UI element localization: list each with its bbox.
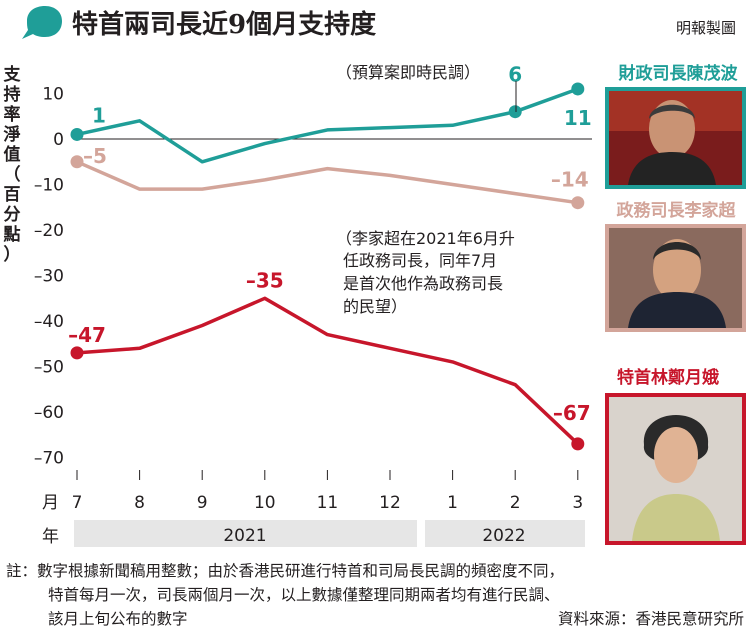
source-label: 資料來源：香港民意研究所	[558, 609, 744, 628]
series-line	[76, 296, 580, 446]
credit-label: 明報製圖	[676, 19, 736, 37]
x-tick-label: 11	[317, 493, 339, 513]
data-label: –14	[551, 168, 589, 192]
data-label: 11	[564, 106, 592, 130]
data-point	[571, 437, 585, 451]
photo-john-lee	[605, 224, 746, 332]
y-axis-ticks: 10 0 –10 –20 –30 –40 –50 –60 –70	[34, 85, 64, 469]
photo-paul-chan	[605, 87, 746, 189]
y-tick-label: –30	[34, 267, 64, 287]
x-tick-label: 3	[572, 493, 583, 513]
data-point	[70, 127, 84, 141]
year-prefix-label: 年	[42, 527, 59, 547]
footnote-line: 特首每月一次，司長兩個月一次，以上數據僅整理同期兩者均有進行民調、	[48, 586, 560, 604]
y-tick-label: 10	[42, 85, 64, 105]
y-axis-label-char: 分	[4, 205, 21, 225]
data-label: –47	[68, 323, 106, 347]
data-label: –35	[246, 268, 284, 292]
year-label-2022: 2022	[482, 526, 525, 546]
y-axis-label-char: ）	[4, 244, 21, 265]
footnote-line: 該月上旬公布的數字	[48, 610, 188, 628]
x-tick-label: 2	[510, 493, 521, 513]
data-point	[571, 196, 585, 210]
x-axis-ticks: 7 8 9 10 11 12 1 2 3	[72, 470, 583, 513]
data-label: –5	[83, 144, 107, 168]
y-axis-label-char: 持	[4, 84, 21, 105]
year-band-2022	[425, 520, 585, 547]
year-band-2021	[74, 520, 417, 547]
lee-note-line: （李家超在2021年6月升	[336, 229, 515, 248]
x-tick-label: 12	[379, 493, 401, 513]
series-markers	[70, 82, 585, 451]
x-tick-label: 7	[72, 493, 83, 513]
chart-title: 特首兩司長近9個月支持度	[72, 9, 376, 40]
y-tick-label: –40	[34, 312, 64, 332]
data-point	[508, 105, 522, 119]
data-point	[70, 346, 84, 360]
y-axis-label-char: 值	[4, 144, 21, 165]
x-tick-label: 8	[134, 493, 145, 513]
official-name-chan: 財政司長陳茂波	[618, 63, 739, 84]
lee-note-line: 任政務司長，同年7月	[343, 251, 497, 270]
lee-note-line: 的民望）	[343, 297, 407, 316]
x-tick-label: 9	[197, 493, 208, 513]
x-tick-label: 1	[447, 493, 458, 513]
x-tick-label: 10	[254, 493, 276, 513]
month-prefix-label: 月	[42, 493, 59, 513]
y-axis-label-char: 支	[4, 64, 22, 85]
photo-carrie-lam	[605, 393, 746, 545]
data-label: 6	[508, 63, 522, 87]
y-axis-label-char: 率	[4, 104, 21, 125]
y-tick-label: –10	[34, 176, 64, 196]
data-point	[70, 155, 84, 169]
budget-annotation: （預算案即時民調）	[336, 63, 480, 82]
series-line	[76, 160, 579, 205]
y-axis-label-char: 百	[4, 185, 21, 205]
data-label: –67	[553, 401, 591, 425]
y-tick-label: –60	[34, 403, 64, 423]
series-lines	[76, 87, 580, 446]
data-labels: 1 6 11 –5 –14 –47 –35 –67	[68, 63, 592, 425]
official-name-lee: 政務司長李家超	[617, 200, 737, 221]
footnote-line: 註：數字根據新聞稿用整數；由於香港民研進行特首和司局長民調的頻密度不同，	[6, 562, 564, 580]
y-tick-label: –50	[34, 358, 64, 378]
y-axis-label-char: 點	[3, 224, 21, 245]
y-axis-label-char: 淨	[4, 125, 21, 145]
y-tick-label: –20	[34, 221, 64, 241]
lee-note-line: 是首次他作為政務司長	[343, 274, 503, 293]
speech-bubble-icon	[22, 6, 62, 39]
official-name-lam: 特首林鄭月娥	[617, 367, 719, 388]
lee-note: （李家超在2021年6月升 任政務司長，同年7月 是首次他作為政務司長 的民望）	[336, 229, 515, 316]
series-line	[76, 87, 579, 164]
data-point	[571, 82, 585, 96]
y-tick-label: 0	[53, 130, 64, 150]
year-label-2021: 2021	[223, 526, 266, 546]
data-label: 1	[92, 103, 106, 127]
y-axis-label-char: （	[4, 164, 21, 185]
y-tick-label: –70	[34, 449, 64, 469]
